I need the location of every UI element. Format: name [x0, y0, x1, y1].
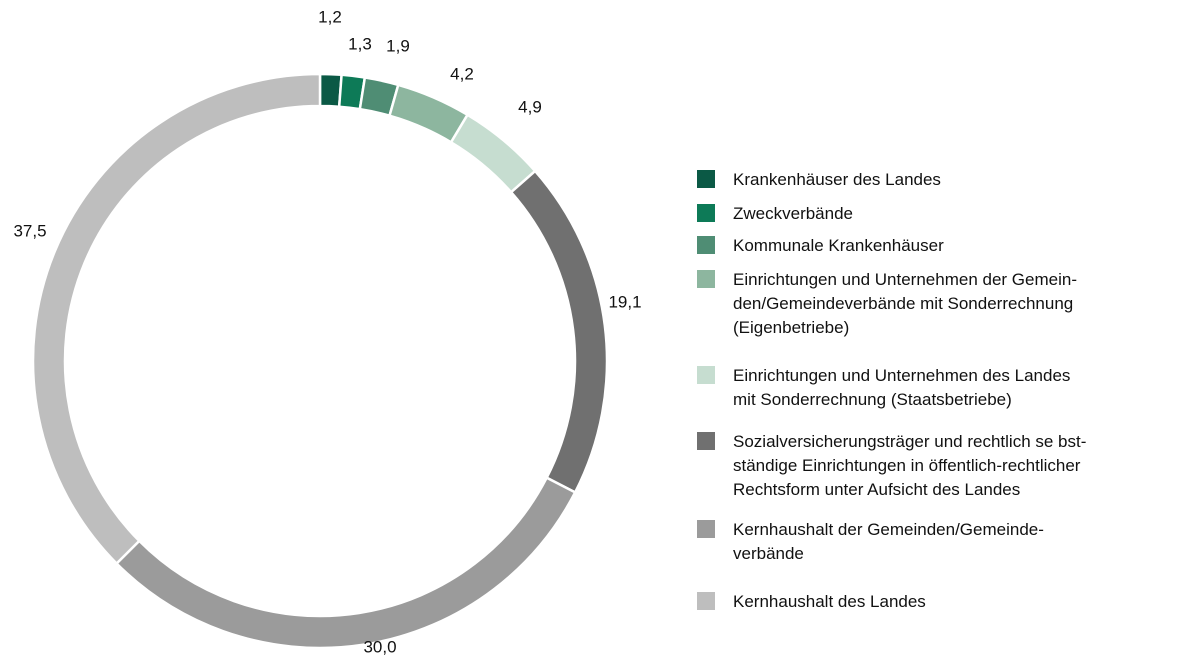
- legend-label: Zweckverbände: [733, 204, 854, 223]
- legend-swatch: [697, 366, 715, 384]
- data-label: 1,2: [318, 7, 342, 26]
- legend-label: Einrichtungen und Unternehmen der Gemein…: [733, 270, 1077, 337]
- donut-segment: [31, 72, 322, 566]
- data-label: 1,9: [386, 36, 410, 55]
- data-label: 1,3: [348, 34, 372, 53]
- legend-label: Krankenhäuser des Landes: [733, 170, 941, 189]
- legend-swatch: [697, 204, 715, 222]
- data-label: 19,1: [608, 292, 641, 311]
- legend-label: Kernhaushalt der Gemeinden/Gemeinde- ver…: [733, 520, 1044, 563]
- legend-label: Sozialversicherungsträger und rechtlich …: [733, 432, 1087, 499]
- data-label: 4,2: [450, 64, 474, 83]
- legend-swatch: [697, 270, 715, 288]
- chart: 1,2 1,3 1,9 4,2 4,9 19,1 30,0 37,5: [13, 7, 641, 656]
- legend-swatch: [697, 432, 715, 450]
- legend-swatch: [697, 592, 715, 610]
- data-label: 37,5: [13, 221, 46, 240]
- legend-swatch: [697, 236, 715, 254]
- legend-label: Kernhaushalt des Landes: [733, 592, 926, 611]
- donut-segment: [114, 476, 577, 650]
- donut-segment: [509, 169, 609, 495]
- data-label: 30,0: [363, 637, 396, 656]
- legend-label: Kommunale Krankenhäuser: [733, 236, 944, 255]
- legend-swatch: [697, 170, 715, 188]
- legend-swatch: [697, 520, 715, 538]
- legend-label: Einrichtungen und Unternehmen des Landes…: [733, 366, 1071, 409]
- data-label: 4,9: [518, 97, 542, 116]
